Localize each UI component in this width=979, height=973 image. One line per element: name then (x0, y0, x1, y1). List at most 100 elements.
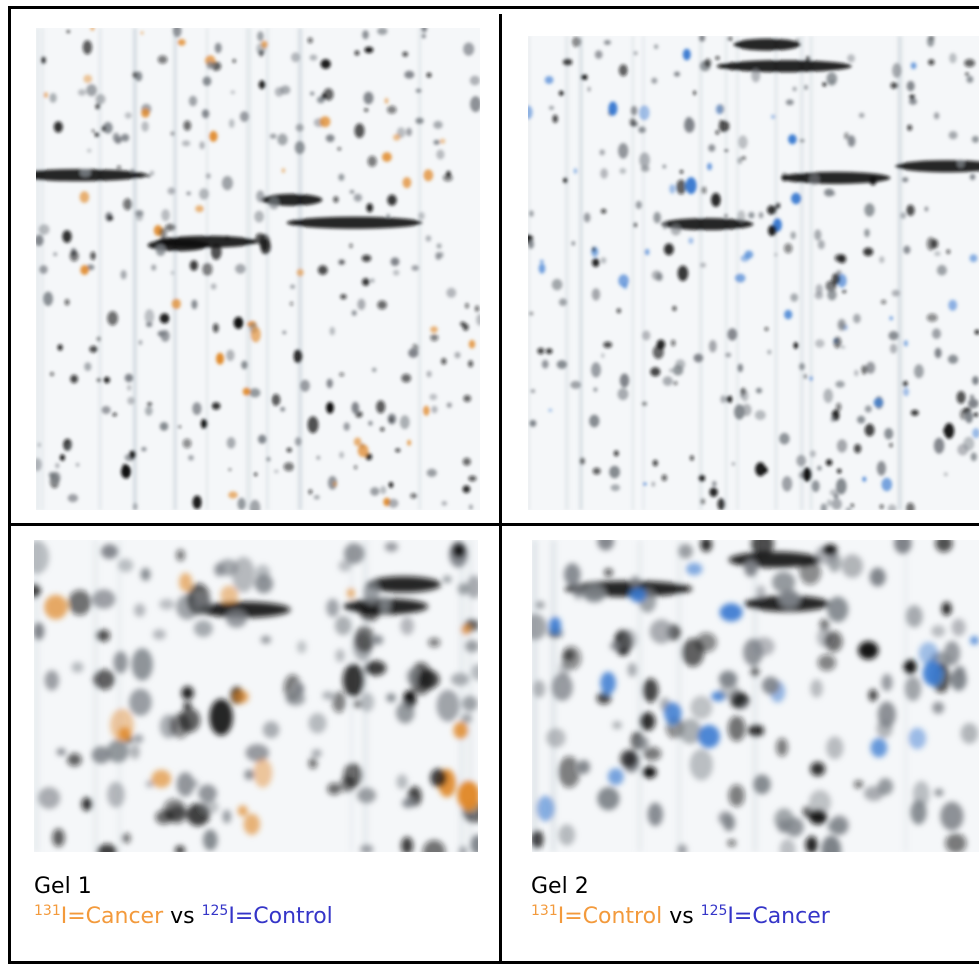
spot (228, 469, 231, 471)
spot (748, 212, 754, 218)
spot (630, 118, 636, 127)
spot (928, 59, 934, 65)
spot (533, 680, 545, 698)
spot (206, 173, 211, 179)
spot (135, 210, 143, 216)
spot (593, 468, 601, 475)
spot (693, 91, 696, 95)
spot (222, 810, 231, 824)
spot (634, 51, 638, 55)
spot (89, 346, 98, 353)
spot (611, 484, 620, 491)
spot (878, 702, 896, 728)
spot (340, 294, 346, 299)
streak (774, 36, 777, 510)
spot (295, 437, 302, 446)
spot (529, 311, 533, 315)
spot (202, 263, 212, 276)
spot (440, 252, 444, 258)
spot (806, 56, 811, 61)
spot (423, 406, 430, 416)
spot (395, 448, 400, 452)
spot (402, 798, 414, 808)
spot (463, 43, 474, 56)
spot (350, 190, 354, 194)
spot (934, 251, 940, 256)
streak (249, 28, 252, 510)
spot (620, 168, 627, 174)
spot (97, 378, 101, 383)
spot (38, 787, 60, 809)
spot (636, 201, 642, 209)
spot (327, 783, 341, 795)
spot (257, 31, 264, 41)
spot (957, 160, 964, 168)
spot (468, 360, 473, 367)
spot (360, 693, 374, 712)
spot (211, 244, 222, 260)
spot (827, 289, 836, 300)
spot (107, 740, 129, 763)
spot (970, 254, 978, 262)
spot (469, 505, 473, 510)
spot (315, 496, 319, 499)
spot (595, 50, 603, 59)
spot (870, 176, 877, 186)
spot (387, 106, 397, 114)
spot (927, 36, 934, 47)
spot (428, 638, 440, 647)
spot (58, 344, 63, 350)
spot (339, 373, 344, 377)
spot (389, 482, 393, 488)
spot (463, 324, 469, 331)
spot (256, 190, 264, 202)
spot (233, 59, 236, 63)
spot (581, 74, 588, 80)
spot (470, 76, 480, 86)
spot (168, 187, 176, 194)
spot (663, 165, 666, 169)
spot (794, 342, 799, 349)
spot (132, 648, 153, 680)
spot (716, 130, 719, 134)
spot (233, 690, 249, 704)
spot (391, 257, 400, 266)
spot (430, 394, 438, 400)
spot (725, 353, 731, 358)
spot (368, 421, 372, 426)
spot (594, 388, 598, 392)
spot (45, 670, 59, 690)
spot (751, 667, 760, 678)
spot (672, 306, 676, 311)
spot (228, 491, 238, 498)
spot (347, 588, 355, 598)
spot (618, 143, 628, 159)
spot (358, 444, 369, 457)
spot (690, 696, 712, 719)
spot (326, 599, 339, 617)
spot (427, 371, 432, 378)
spot (97, 336, 101, 342)
spot (238, 805, 248, 816)
spot (572, 37, 582, 48)
spot (125, 112, 132, 118)
spot (848, 135, 856, 147)
spot (782, 476, 792, 491)
spot (423, 169, 433, 181)
spot (600, 672, 616, 695)
spot (54, 121, 63, 132)
spot (372, 368, 376, 372)
spot (640, 712, 656, 731)
spot (903, 246, 910, 254)
spot (952, 619, 966, 637)
spot (835, 381, 844, 388)
spot (767, 350, 771, 355)
divider (499, 14, 502, 964)
spot (892, 290, 900, 297)
spot (563, 177, 567, 183)
spot (753, 775, 770, 795)
spot (756, 585, 766, 598)
spot (726, 396, 732, 403)
spot (416, 89, 422, 93)
streak (93, 540, 97, 852)
